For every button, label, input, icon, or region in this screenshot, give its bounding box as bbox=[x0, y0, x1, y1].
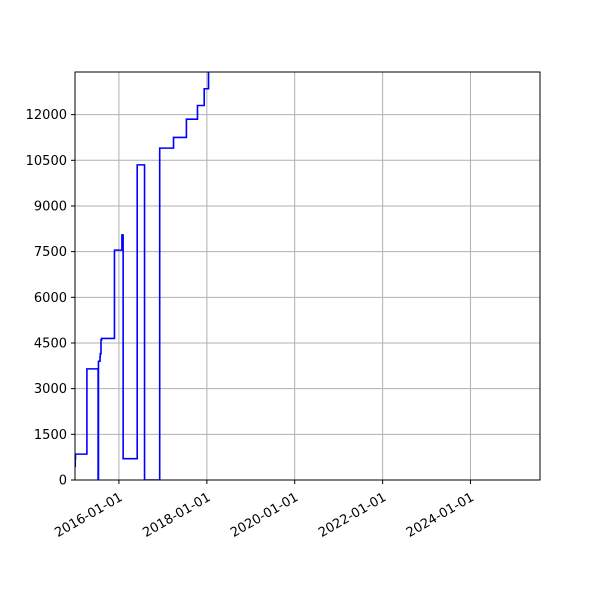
y-axis: 0 1500 3000 4500 6000 7500 9000 10500 12000 bbox=[26, 108, 75, 489]
y-tick-label: 6000 bbox=[34, 291, 67, 306]
y-tick-label: 4500 bbox=[34, 336, 67, 351]
plot-frame bbox=[74, 71, 541, 481]
y-tick-label: 12000 bbox=[26, 108, 67, 123]
y-tick-label: 9000 bbox=[34, 199, 67, 214]
y-tick-label: 1500 bbox=[34, 428, 67, 443]
y-tick-label: 7500 bbox=[34, 245, 67, 260]
y-tick-label: 0 bbox=[59, 474, 67, 489]
plot-series bbox=[75, 72, 210, 480]
grid-lines bbox=[75, 72, 540, 481]
y-tick-label: 3000 bbox=[34, 382, 67, 397]
y-tick-label: 10500 bbox=[26, 154, 67, 169]
series-line bbox=[75, 72, 210, 480]
